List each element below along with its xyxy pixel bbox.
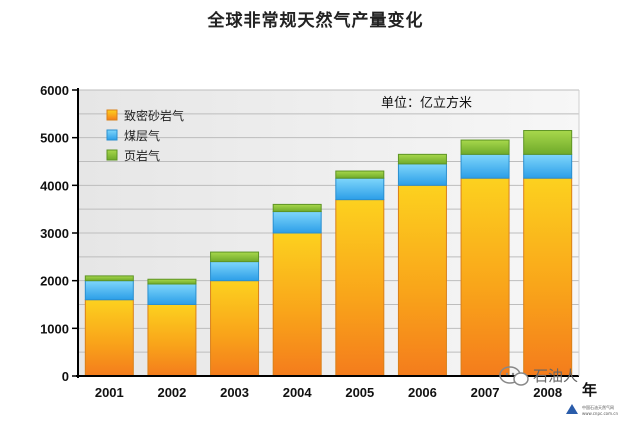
bar-segment	[272, 232, 322, 377]
bar-segment	[523, 130, 573, 155]
bar-segment	[147, 278, 197, 285]
legend-swatch	[106, 109, 118, 121]
chat-bubble-icon	[499, 366, 529, 386]
bar-segment	[210, 280, 260, 377]
bar-segment	[460, 139, 510, 155]
bar-segment	[84, 275, 134, 282]
bar-segment	[210, 251, 260, 263]
legend-label: 页岩气	[124, 148, 160, 163]
y-tick-label: 3000	[40, 226, 69, 241]
y-tick-label: 1000	[40, 321, 69, 336]
bar-segment	[335, 170, 385, 179]
site-logo: 中国石油天然气网 www.cnpc.com.cn	[566, 404, 618, 416]
bar-segment	[147, 283, 197, 305]
bar-segment	[460, 153, 510, 179]
bar-segment	[84, 280, 134, 301]
y-tick-labels: 0 1000 2000 3000 4000 5000 6000	[40, 83, 69, 384]
legend-swatch	[106, 129, 118, 141]
x-tick-label: 2003	[220, 385, 249, 400]
bar-segment	[272, 211, 322, 234]
x-tick-label: 2001	[95, 385, 124, 400]
y-tick-label: 6000	[40, 83, 69, 98]
logo-line1: 中国石油天然气网	[582, 404, 614, 410]
bar-segment	[147, 304, 197, 377]
bar-segment	[523, 177, 573, 377]
y-tick-label: 0	[62, 369, 69, 384]
x-tick-labels: 2001 2002 2003 2004 2005 2006 2007 2008	[95, 385, 562, 400]
unit-label: 单位：亿立方米	[381, 95, 472, 111]
chart-title: 全球非常规天然气产量变化	[207, 11, 424, 31]
bar-segment	[335, 177, 385, 201]
axes	[72, 88, 580, 378]
y-tick-label: 4000	[40, 178, 69, 193]
bar-segment	[272, 203, 322, 213]
logo-triangle-icon	[566, 404, 578, 414]
legend-swatch	[106, 149, 118, 161]
year-suffix: 年	[582, 381, 597, 399]
bar-segment	[397, 163, 447, 186]
bar-segment	[210, 261, 260, 282]
bar-segment	[523, 153, 573, 179]
x-tick-label: 2004	[283, 385, 313, 400]
bar-segment	[397, 184, 447, 377]
y-tick-label: 5000	[40, 131, 69, 146]
bars	[84, 130, 573, 377]
legend-label: 致密砂岩气	[124, 108, 184, 123]
logo-line2: www.cnpc.com.cn	[582, 411, 618, 416]
watermark: 石油人	[499, 366, 578, 386]
bar-segment	[397, 153, 447, 165]
bar-segment	[335, 199, 385, 377]
x-tick-label: 2006	[408, 385, 437, 400]
x-tick-label: 2005	[345, 385, 374, 400]
y-tick-label: 2000	[40, 274, 69, 289]
x-tick-label: 2008	[533, 385, 562, 400]
x-tick-label: 2007	[471, 385, 500, 400]
bar-segment	[84, 299, 134, 377]
x-tick-label: 2002	[157, 385, 186, 400]
legend-label: 煤层气	[124, 128, 160, 143]
bar-segment	[460, 177, 510, 377]
watermark-text: 石油人	[533, 367, 578, 385]
